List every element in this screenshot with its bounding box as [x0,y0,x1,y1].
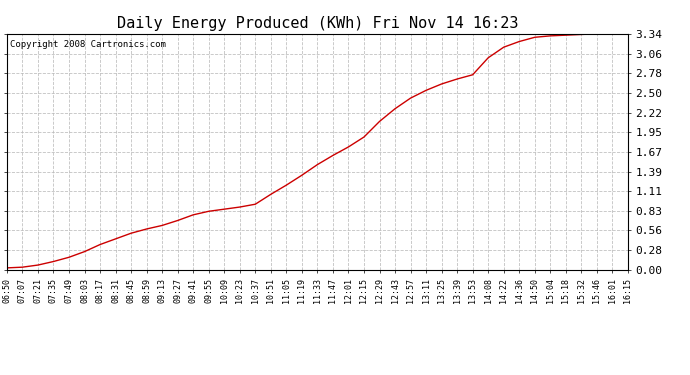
Title: Daily Energy Produced (KWh) Fri Nov 14 16:23: Daily Energy Produced (KWh) Fri Nov 14 1… [117,16,518,31]
Text: Copyright 2008 Cartronics.com: Copyright 2008 Cartronics.com [10,40,166,49]
